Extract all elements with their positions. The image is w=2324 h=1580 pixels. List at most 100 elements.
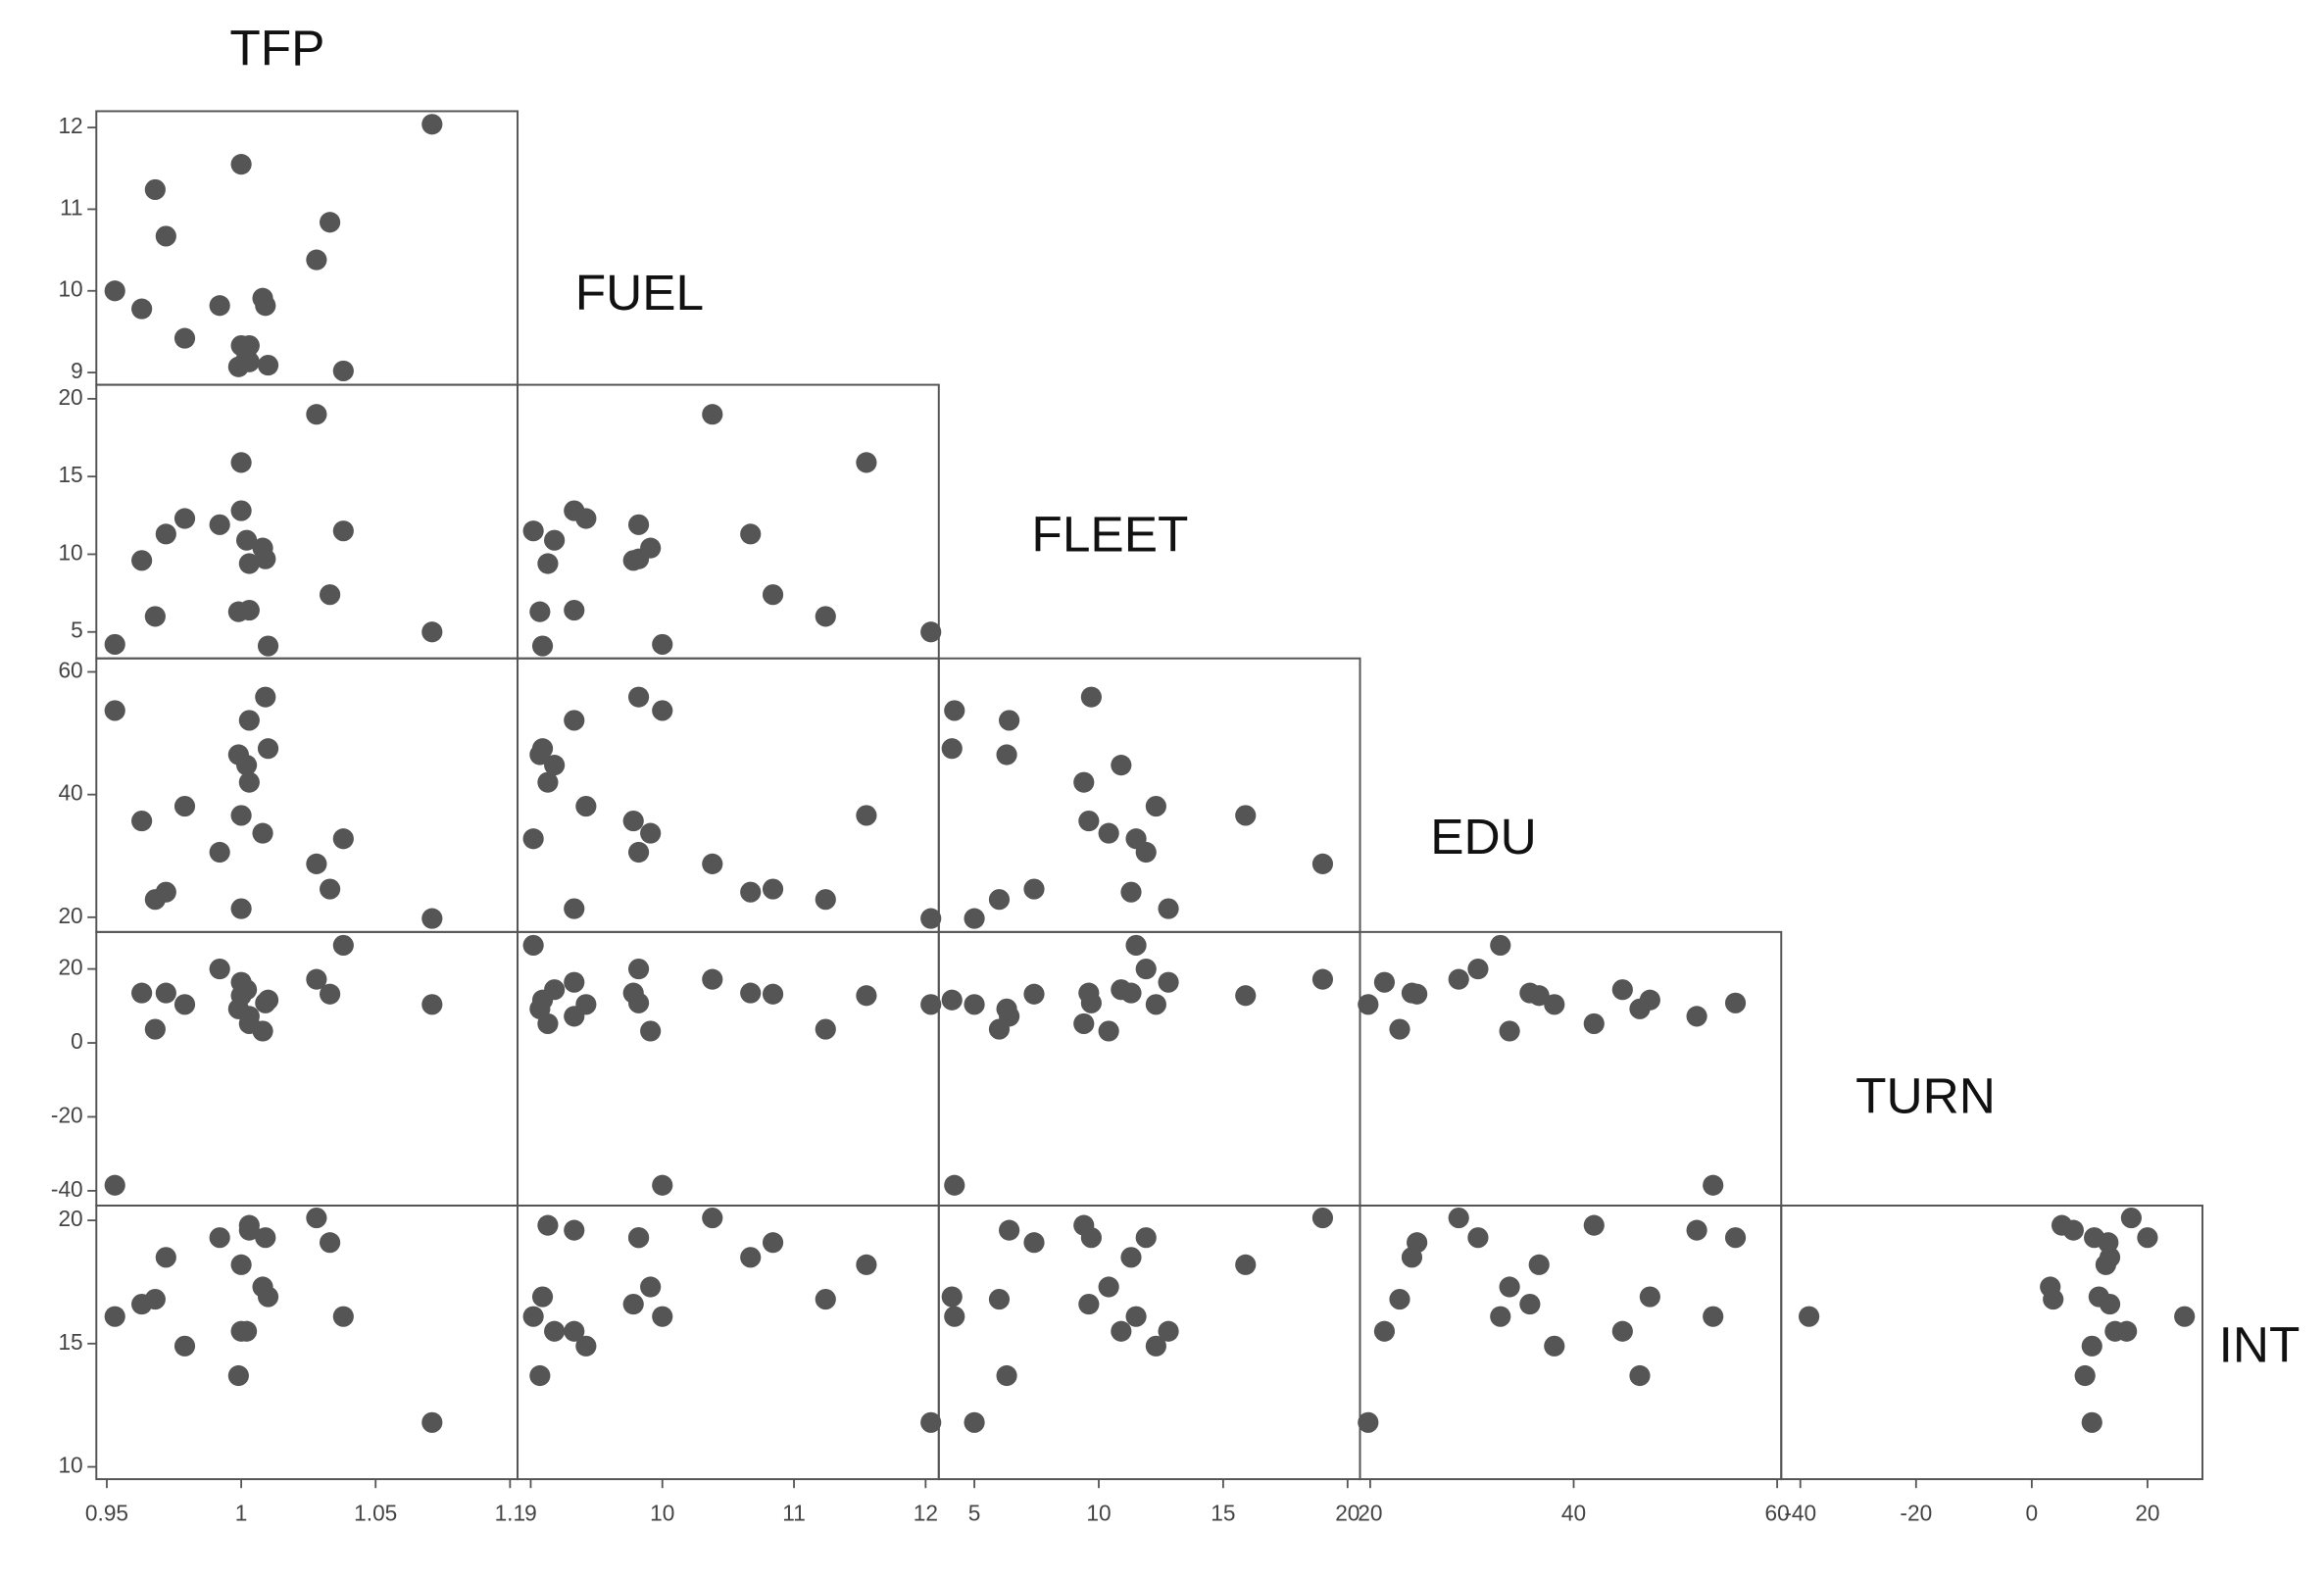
y-tick-label: 10: [58, 1453, 82, 1478]
point: [1111, 755, 1132, 776]
panel-frame: [95, 110, 519, 386]
point: [236, 979, 258, 1001]
point: [944, 700, 965, 721]
point: [238, 335, 260, 357]
point: [257, 635, 279, 657]
point: [575, 1335, 597, 1357]
point: [104, 633, 125, 656]
point: [1519, 1294, 1541, 1315]
y-tick-label: 60: [58, 657, 82, 682]
point: [1135, 958, 1157, 980]
point: [227, 1364, 249, 1387]
x-tick-label: 20: [2135, 1500, 2159, 1525]
point: [209, 1227, 230, 1249]
x-tick-label: 10: [1086, 1500, 1111, 1525]
point: [155, 523, 176, 545]
point: [627, 686, 650, 708]
x-tick-label: -40: [1784, 1500, 1816, 1525]
point: [144, 1288, 166, 1310]
point: [1125, 934, 1147, 957]
point: [1145, 994, 1166, 1015]
point: [522, 1306, 544, 1327]
y-tick-label: 40: [58, 780, 82, 806]
point: [2120, 1207, 2142, 1229]
point: [230, 500, 252, 521]
point: [238, 351, 260, 372]
point: [257, 989, 279, 1011]
point: [2174, 1306, 2196, 1327]
point: [255, 686, 276, 708]
x-tick-label: 20: [1358, 1500, 1382, 1525]
point: [306, 404, 327, 425]
point: [173, 795, 196, 817]
point: [1611, 1320, 1633, 1342]
variable-label: TURN: [1855, 1067, 1996, 1124]
point: [238, 771, 260, 793]
point: [306, 1207, 327, 1229]
point: [652, 700, 673, 721]
point: [131, 298, 153, 320]
point: [257, 355, 279, 376]
point: [1448, 1207, 1469, 1229]
point: [537, 1214, 559, 1236]
y-tick-label: 5: [71, 617, 83, 643]
point: [996, 1364, 1017, 1387]
point: [1358, 1411, 1379, 1433]
point: [544, 1320, 566, 1342]
point: [421, 621, 443, 643]
point: [627, 841, 650, 864]
point: [209, 295, 230, 317]
point: [537, 771, 559, 793]
point: [564, 1320, 585, 1342]
point: [941, 989, 963, 1011]
point: [332, 828, 354, 850]
point: [238, 553, 260, 574]
point: [1073, 771, 1095, 793]
point: [564, 710, 585, 731]
point: [2040, 1276, 2061, 1298]
point: [1629, 1364, 1651, 1387]
y-tick-label: 9: [71, 358, 83, 383]
point: [1686, 1006, 1707, 1027]
point: [155, 1247, 176, 1268]
x-tick-label: 12: [914, 1500, 938, 1525]
point: [1528, 1254, 1550, 1275]
point: [1023, 1232, 1045, 1254]
point: [1023, 878, 1045, 900]
point: [306, 968, 327, 990]
point: [964, 994, 985, 1015]
point: [104, 700, 125, 721]
x-tick-label: 1.05: [354, 1500, 397, 1525]
point: [104, 1174, 125, 1196]
point: [2088, 1286, 2109, 1308]
point: [627, 514, 650, 535]
point: [1407, 1232, 1428, 1254]
point: [1544, 1335, 1565, 1357]
variable-label: FUEL: [575, 264, 704, 321]
point: [1098, 822, 1119, 844]
point: [257, 1286, 279, 1308]
point: [740, 881, 762, 903]
point: [1111, 1320, 1132, 1342]
point: [230, 898, 252, 919]
point: [941, 738, 963, 760]
point: [815, 606, 836, 627]
point: [236, 755, 258, 776]
y-tick-label: 15: [58, 1329, 82, 1355]
point: [1125, 828, 1147, 850]
point: [104, 1306, 125, 1327]
point: [762, 983, 784, 1005]
point: [1373, 971, 1396, 993]
point: [257, 738, 279, 760]
point: [564, 599, 585, 621]
point: [1078, 810, 1100, 832]
point: [1467, 958, 1489, 980]
point: [1125, 1306, 1147, 1327]
point: [252, 1020, 273, 1042]
y-tick-label: 20: [58, 955, 82, 980]
point: [306, 853, 327, 874]
point: [2074, 1364, 2096, 1387]
point: [627, 992, 650, 1013]
point: [2095, 1254, 2117, 1275]
point: [236, 529, 258, 551]
